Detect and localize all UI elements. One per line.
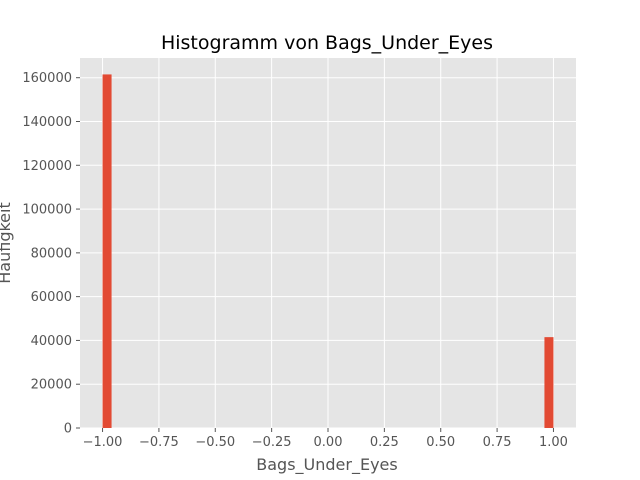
y-tick-label: 20000 [31, 378, 72, 393]
y-tick-label: 60000 [31, 290, 72, 305]
x-tick-label: 0.50 [426, 435, 455, 450]
x-tick-label: 1.00 [539, 435, 568, 450]
x-tick-label: −0.75 [139, 435, 179, 450]
x-tick-label: −0.50 [195, 435, 235, 450]
x-tick-label: −1.00 [83, 435, 123, 450]
x-axis-label: Bags_Under_Eyes [256, 455, 397, 475]
y-tick-label: 140000 [22, 115, 72, 130]
histogram-bar [544, 337, 554, 428]
y-tick-label: 40000 [31, 334, 72, 349]
y-axis-label: Häufigkeit [0, 202, 14, 283]
y-tick-label: 100000 [22, 203, 72, 218]
x-axis-ticks: −1.00 −0.75 −0.50 −0.25 0.00 0.25 0.50 0.75 1.00 [83, 428, 568, 450]
y-tick-label: 160000 [22, 71, 72, 86]
y-axis-ticks: 0 20000 40000 60000 80000 100000 120000 140000 1… [22, 71, 80, 437]
y-tick-label: 0 [64, 422, 72, 437]
histogram-bars [102, 74, 554, 429]
x-tick-label: 0.00 [314, 435, 343, 450]
y-tick-label: 120000 [22, 159, 72, 174]
x-tick-label: 0.25 [370, 435, 399, 450]
x-tick-label: −0.25 [252, 435, 292, 450]
y-tick-label: 80000 [31, 246, 72, 261]
chart-title: Histogramm von Bags_Under_Eyes [161, 32, 493, 54]
histogram-bar [102, 74, 112, 429]
x-tick-label: 0.75 [483, 435, 512, 450]
